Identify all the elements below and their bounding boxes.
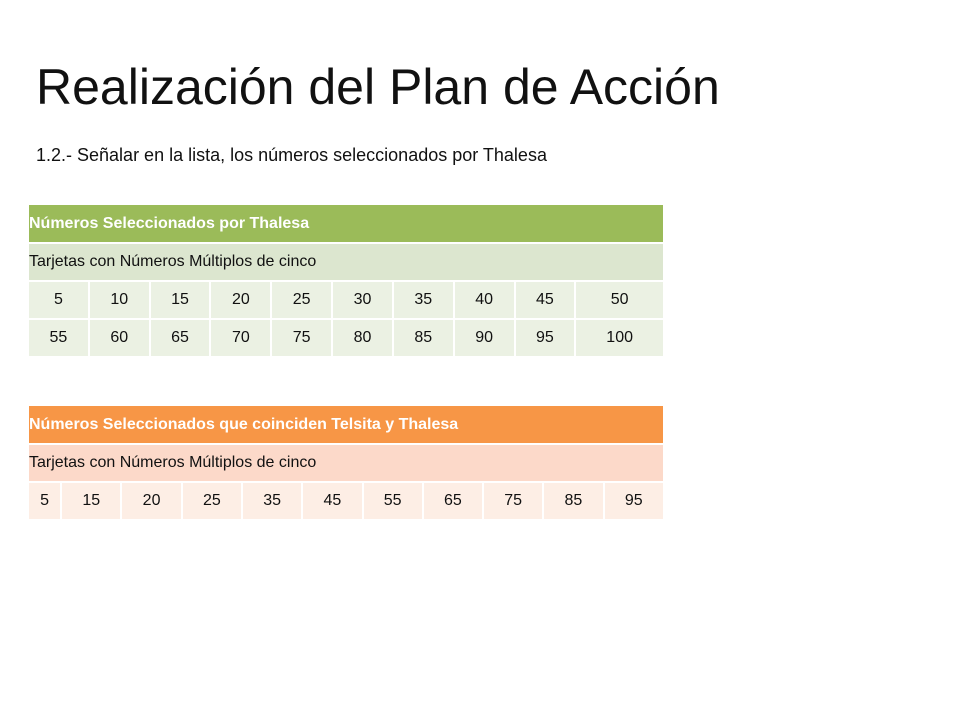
table-subheader-row: Tarjetas con Números Múltiplos de cinco [27, 242, 665, 282]
table-cell: 25 [180, 481, 243, 521]
table-cell: 85 [542, 481, 605, 521]
table-subheader-row: Tarjetas con Números Múltiplos de cinco [27, 443, 665, 483]
table-cell: 35 [240, 481, 304, 521]
table-cell: 85 [391, 318, 455, 358]
table-cell: 20 [120, 481, 183, 521]
table-header-row: Números Seleccionados por Thalesa [27, 203, 665, 244]
table-cell: 50 [574, 280, 665, 320]
table-cell: 5 [26, 481, 63, 521]
table-cell: 15 [60, 481, 123, 521]
table-header-row: Números Seleccionados que coinciden Tels… [27, 404, 665, 445]
table-cell: 100 [574, 318, 665, 358]
table-cell: 40 [452, 280, 516, 320]
table-cell: 95 [513, 318, 577, 358]
table-cell: 95 [602, 481, 666, 521]
table-row: 55 60 65 70 75 80 85 90 95 100 [27, 318, 665, 358]
table-cell: 45 [301, 481, 364, 521]
table-cell: 70 [209, 318, 273, 358]
table-row: 5 10 15 20 25 30 35 40 45 50 [27, 280, 665, 320]
thalesa-numbers-table: Números Seleccionados por Thalesa Tarjet… [27, 203, 665, 358]
table-cell: 25 [270, 280, 334, 320]
table-cell: 10 [87, 280, 151, 320]
slide-subtitle: 1.2.- Señalar en la lista, los números s… [36, 145, 547, 165]
table-subheader: Tarjetas con Números Múltiplos de cinco [27, 242, 665, 282]
coincident-numbers-table: Números Seleccionados que coinciden Tels… [26, 404, 666, 521]
table-row: 5 15 20 25 35 45 55 65 75 85 95 [26, 481, 666, 521]
table-cell: 75 [482, 481, 545, 521]
table-header: Números Seleccionados que coinciden Tels… [27, 404, 665, 445]
table-cell: 15 [148, 280, 212, 320]
table-cell: 65 [421, 481, 485, 521]
table-cell: 65 [148, 318, 212, 358]
table-cell: 80 [331, 318, 394, 358]
table-cell: 5 [27, 280, 90, 320]
table-cell: 30 [331, 280, 394, 320]
table-cell: 20 [209, 280, 273, 320]
table-cell: 35 [391, 280, 455, 320]
table-subheader: Tarjetas con Números Múltiplos de cinco [27, 443, 665, 483]
table-cell: 75 [270, 318, 334, 358]
slide-title: Realización del Plan de Acción [36, 59, 720, 115]
table-cell: 55 [27, 318, 90, 358]
table-cell: 90 [452, 318, 516, 358]
table-header: Números Seleccionados por Thalesa [27, 203, 665, 244]
table-cell: 55 [361, 481, 424, 521]
table-cell: 45 [513, 280, 577, 320]
table-cell: 60 [87, 318, 151, 358]
